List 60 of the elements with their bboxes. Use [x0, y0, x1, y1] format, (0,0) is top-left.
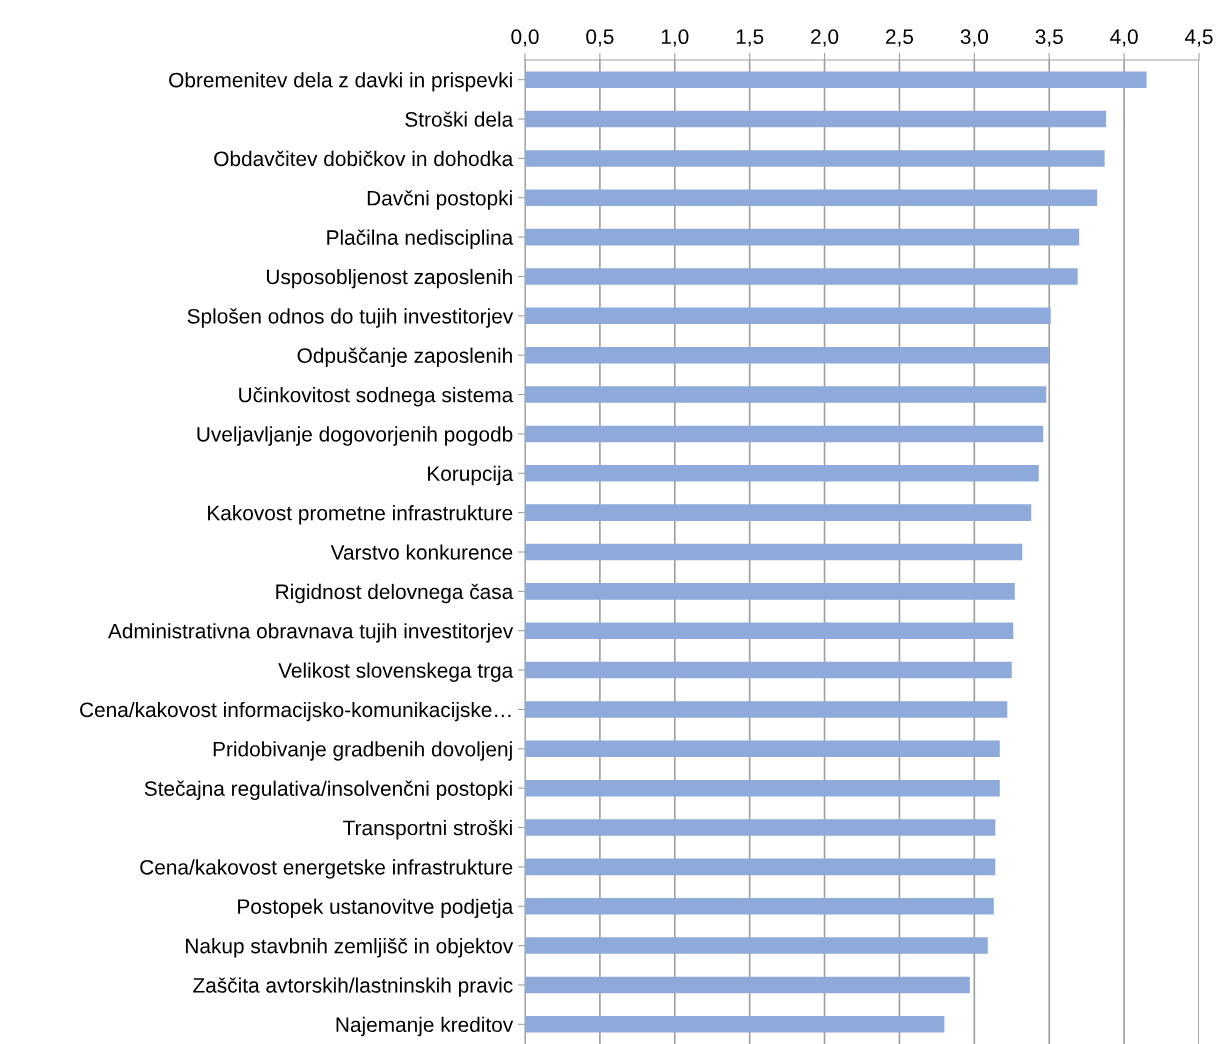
bar: [525, 425, 1044, 443]
y-tick-label: Pridobivanje gradbenih dovoljenj: [213, 741, 512, 761]
bar: [525, 504, 1032, 521]
bar: [525, 543, 1023, 561]
y-tick-label: Davčni postopki: [367, 190, 512, 210]
y-tick-label: Korupcija: [428, 465, 514, 486]
bar: [525, 819, 996, 836]
bar: [525, 386, 1047, 403]
bar: [525, 150, 1105, 167]
y-tick-label: Obremenitev dela z davki in prispevki: [169, 72, 512, 92]
y-tick-label: Rigidnost delovnega časa: [276, 583, 514, 604]
bar: [525, 740, 1000, 758]
y-tick-label: Nakup stavbnih zemljišč in objektov: [186, 938, 514, 958]
y-tick-label: Usposobljenost zaposlenih: [266, 268, 512, 289]
x-tick-label: 1,0: [661, 29, 689, 47]
bar: [525, 583, 1015, 600]
y-tick-label: Cena/kakovost energetske infrastrukture: [140, 859, 513, 879]
bar: [525, 779, 1000, 797]
bar: [525, 189, 1098, 207]
x-tick-label: 3,5: [1035, 29, 1063, 47]
y-tick-label: Postopek ustanovitve podjetja: [238, 898, 514, 919]
x-tick-label: 4,0: [1110, 29, 1138, 47]
y-tick-label: Kakovost prometne infrastrukture: [208, 505, 513, 525]
y-tick-label: Stečajna regulativa/insolvenčni postopki: [144, 780, 512, 801]
y-tick-label: Najemanje kreditov: [336, 1016, 514, 1037]
bar: [525, 858, 996, 876]
x-tick-label: 2,5: [886, 29, 914, 47]
y-tick-label: Administrativna obravnava tujih investitorjev: [107, 623, 514, 643]
y-tick-label: Splošen odnos do tujih investitorjev: [187, 308, 514, 328]
bar: [525, 937, 988, 954]
x-tick-label: 3,0: [960, 29, 988, 47]
y-tick-label: Varstvo konkurence: [330, 544, 513, 560]
y-tick-label: Cena/kakovost informacijsko-komunikacijske…: [80, 701, 511, 722]
y-tick-label: Transportni stroški: [343, 819, 512, 840]
bar: [525, 622, 1014, 639]
y-tick-label: Plačilna nedisciplina: [327, 229, 514, 250]
y-tick-label: Stroški dela: [405, 111, 514, 127]
bar: [525, 897, 994, 915]
y-tick-label: Učinkovitost sodnega sistema: [239, 386, 514, 407]
bar: [525, 307, 1051, 325]
y-tick-label: Zaščita avtorskih/lastninskih pravic: [193, 977, 513, 997]
y-tick-label: Obdavčitev dobičkov in dohodka: [214, 150, 514, 167]
bar: [525, 268, 1078, 285]
bar: [525, 346, 1050, 364]
bar: [525, 1016, 945, 1033]
x-tick-label: 1,5: [736, 29, 764, 47]
y-tick-label: Velikost slovenskega trga: [278, 662, 514, 682]
bar: [525, 110, 1107, 128]
y-tick-label: Uveljavljanje dogovorjenih pogodb: [197, 426, 513, 446]
x-tick-label: 2,0: [811, 29, 839, 47]
bar: [525, 228, 1080, 246]
x-tick-label: 0,5: [586, 29, 614, 47]
bar: [525, 701, 1008, 718]
bar: [525, 71, 1147, 88]
bar: [525, 661, 1012, 679]
x-tick-label: 4,5: [1185, 29, 1213, 47]
x-tick-label: 0,0: [511, 29, 539, 47]
y-tick-label: Odpuščanje zaposlenih: [297, 347, 512, 368]
bar: [525, 465, 1039, 482]
bar: [525, 976, 970, 994]
